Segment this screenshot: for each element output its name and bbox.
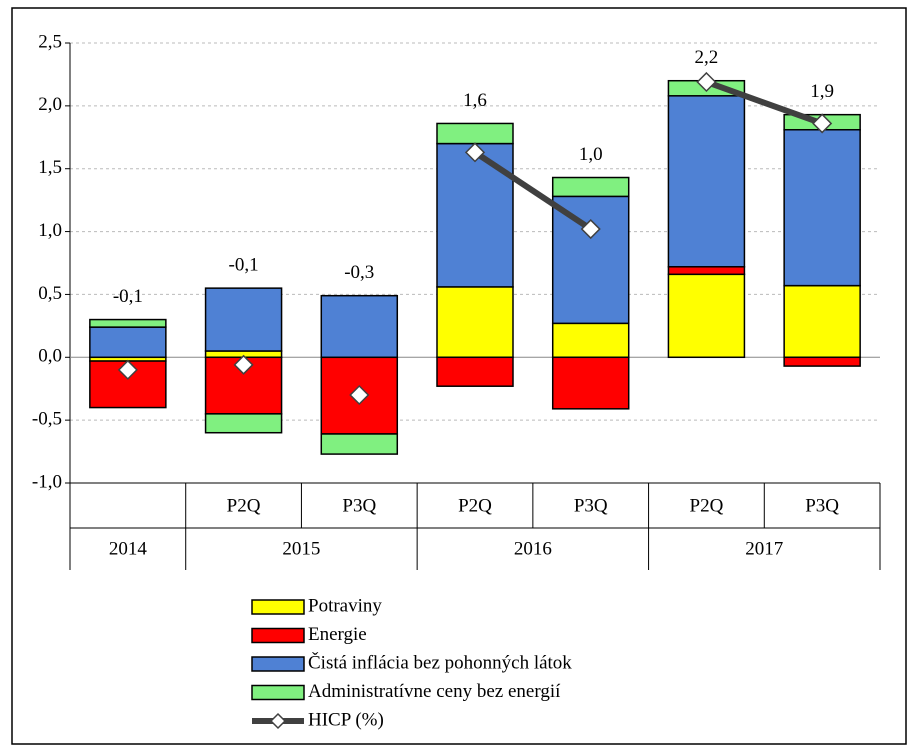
marker (580, 218, 601, 240)
legend-label: HICP (%) (308, 709, 384, 730)
bar-segment (436, 356, 514, 387)
y-tick-label: -0,5 (32, 409, 62, 430)
legend-label: Administratívne ceny bez energií (308, 681, 561, 702)
data-label: 1,9 (810, 81, 834, 102)
bar-segment (667, 95, 746, 268)
x-group-label: 2017 (745, 538, 783, 559)
bar-segment (551, 356, 630, 410)
bar-segment (320, 433, 399, 455)
y-tick-label: 0,5 (38, 283, 62, 304)
legend-swatch (251, 599, 305, 615)
y-tick-label: 0,0 (38, 346, 62, 367)
bar-segment (89, 326, 167, 359)
line (473, 149, 593, 232)
bar-segment (783, 128, 861, 287)
legend-swatch (251, 627, 305, 644)
bar-segment (436, 142, 514, 288)
line (705, 79, 824, 127)
legend-label: Energie (308, 624, 367, 645)
y-tick-label: 2,5 (38, 31, 62, 52)
legend-label: Potraviny (308, 595, 382, 616)
bar-segment (89, 318, 167, 328)
bar-segment (551, 195, 630, 325)
data-label: 1,0 (579, 144, 603, 165)
bar-segment (783, 284, 861, 359)
legend-swatch (251, 684, 305, 701)
bar-segment (551, 176, 630, 198)
data-label: -0,1 (229, 255, 259, 276)
x-tick-label: P2Q (690, 495, 724, 516)
bar-segment (436, 122, 514, 145)
marker (117, 359, 138, 380)
x-tick-label: P3Q (342, 495, 376, 516)
y-tick-label: 1,5 (38, 157, 62, 178)
x-group-label: 2015 (282, 538, 320, 559)
bar-segment (320, 294, 399, 359)
bar-segment (667, 266, 746, 276)
marker (812, 113, 833, 134)
x-group-label: 2014 (109, 538, 148, 559)
data-label: -0,3 (344, 262, 374, 283)
x-group-label: 2016 (514, 538, 552, 559)
x-tick-label: P3Q (805, 495, 839, 516)
x-tick-label: P2Q (227, 495, 261, 516)
y-tick-label: 1,0 (38, 220, 62, 241)
data-label: -0,1 (113, 286, 143, 307)
legend-label: Čistá inflácia bez pohonných látok (308, 651, 572, 673)
data-label: 1,6 (463, 90, 487, 111)
legend-marker (269, 712, 287, 730)
x-tick-label: P2Q (458, 495, 492, 516)
bar-segment (436, 286, 514, 359)
bar-segment (204, 287, 283, 352)
bar-segment (204, 413, 283, 434)
marker (464, 142, 486, 163)
legend-swatch (251, 656, 305, 672)
marker (233, 354, 254, 375)
marker (696, 71, 717, 93)
bar-segment (667, 273, 746, 359)
data-label: 2,2 (695, 47, 719, 68)
marker (349, 384, 370, 406)
y-tick-label: 2,0 (38, 94, 62, 115)
bar-segment (783, 356, 861, 367)
bar-segment (551, 322, 630, 359)
x-tick-label: P3Q (574, 495, 608, 516)
y-tick-label: -1,0 (32, 471, 62, 492)
